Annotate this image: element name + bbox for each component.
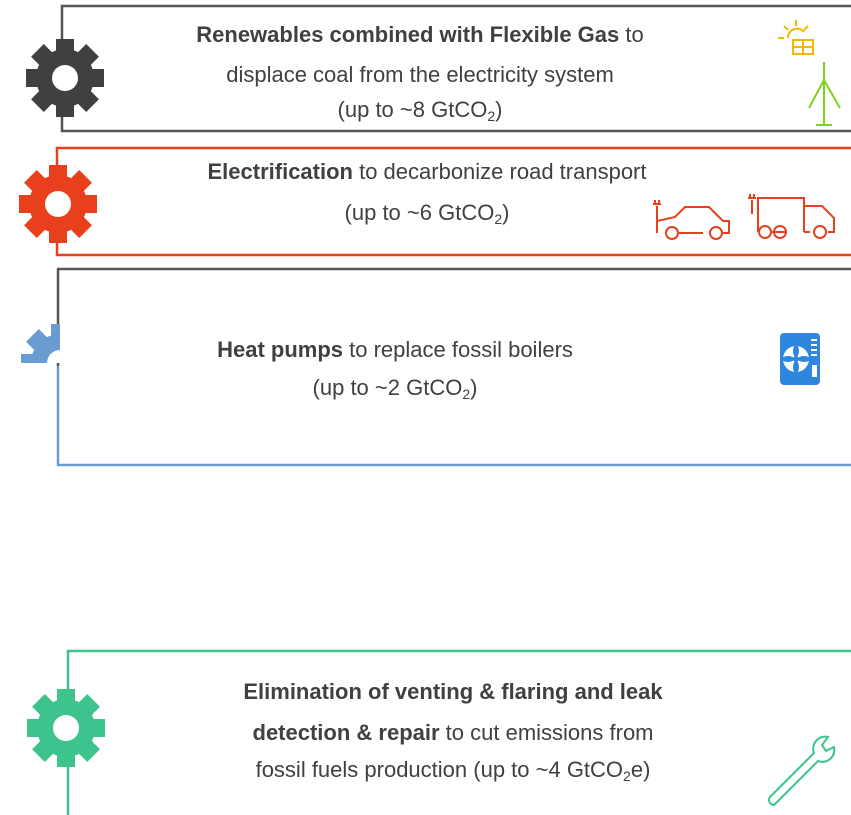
text: (up to ~6 GtCO — [344, 200, 495, 225]
subscript: 2 — [462, 386, 471, 402]
truck-icon — [748, 194, 835, 239]
solar-icon — [778, 20, 814, 55]
bold-text: Elimination of venting & flaring and lea… — [243, 679, 663, 704]
text-line: Renewables combined with Flexible Gas to — [196, 22, 643, 48]
text-line: Elimination of venting & flaring and lea… — [243, 679, 662, 705]
text-line: (up to ~2 GtCO2) — [313, 375, 478, 401]
text: e) — [630, 757, 651, 782]
bold-text: detection & repair — [252, 720, 440, 745]
text: to cut emissions from — [439, 720, 654, 745]
text-line: Heat pumps to replace fossil boilers — [217, 337, 573, 363]
text: displace coal from the electricity syste… — [226, 62, 614, 87]
bold-text: Heat pumps — [217, 337, 344, 362]
text: (up to ~8 GtCO — [337, 97, 488, 122]
text: ) — [495, 97, 503, 122]
car-icon — [653, 200, 730, 240]
text: fossil fuels production (up to ~4 GtCO — [255, 757, 624, 782]
text: ) — [470, 375, 478, 400]
subscript: 2 — [494, 211, 503, 227]
gear-icon — [26, 39, 104, 117]
text: to decarbonize road transport — [352, 159, 647, 184]
heat-pump-icon — [780, 333, 820, 385]
gear-icon — [19, 165, 97, 243]
text-line: (up to ~6 GtCO2) — [345, 200, 510, 226]
gear-icon — [21, 324, 99, 402]
subscript: 2 — [623, 768, 631, 784]
gear-icon — [27, 689, 105, 767]
text: to replace fossil boilers — [343, 337, 573, 362]
bold-text: Electrification — [207, 159, 353, 184]
text: (up to ~2 GtCO — [312, 375, 463, 400]
text-line: detection & repair to cut emissions from — [253, 720, 654, 746]
text-line: fossil fuels production (up to ~4 GtCO2e… — [256, 757, 651, 783]
bold-text: Renewables combined with Flexible Gas — [196, 22, 620, 47]
text-line: (up to ~8 GtCO2) — [338, 97, 503, 123]
subscript: 2 — [487, 108, 496, 124]
text: to — [619, 22, 644, 47]
wrench-icon — [768, 735, 836, 807]
text-line: Electrification to decarbonize road tran… — [208, 159, 647, 185]
text-line: displace coal from the electricity syste… — [226, 62, 614, 88]
wind-icon — [808, 62, 841, 126]
text: ) — [502, 200, 510, 225]
